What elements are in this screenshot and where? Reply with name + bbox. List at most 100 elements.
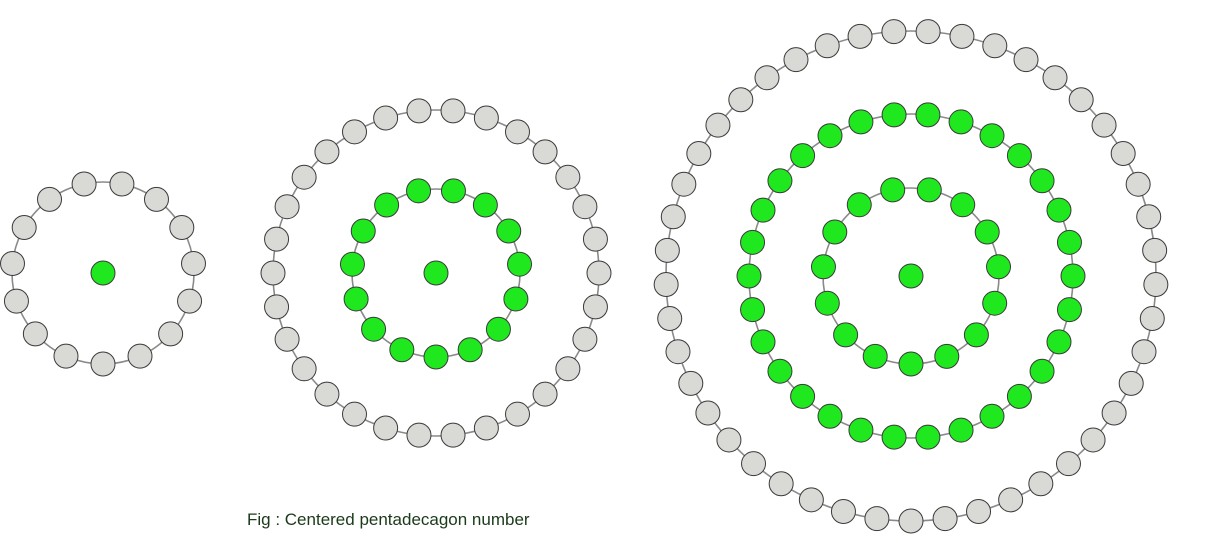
figure-3-ring-3-dot: [1101, 400, 1127, 426]
figure-2-ring-2-dot: [291, 164, 317, 190]
figure-2-ring-2-dot: [440, 98, 466, 124]
figure-3-ring-3-dot: [798, 487, 824, 513]
figure-3-ring-3-dot: [1013, 47, 1039, 73]
figure-2-ring-2-dot: [274, 326, 300, 352]
figure-3-ring-3-dot: [660, 204, 686, 230]
figure-2-ring-2-dot: [532, 381, 558, 407]
figure-3-ring-3-dot: [728, 87, 754, 113]
figure-1-ring-1-dot: [90, 351, 116, 377]
figure-3-ring-2-dot: [948, 417, 974, 443]
figure-2-ring-1-dot: [496, 218, 522, 244]
figure-3-ring-2-dot: [740, 297, 766, 323]
figure-2-ring-2-dot: [342, 119, 367, 145]
figure-3-ring-3-dot: [864, 506, 890, 532]
figure-3-ring-2-dot: [767, 168, 793, 194]
figure-2-ring-2-dot: [260, 260, 286, 286]
figure-3-ring-1-dot: [880, 177, 906, 203]
figure-1-center-dot: [90, 260, 116, 286]
figure-3-ring-3-dot: [671, 171, 697, 197]
figure-2-ring-1-dot: [503, 286, 529, 312]
figure-3-ring-1-dot: [986, 254, 1012, 280]
figure-2-ring-2-dot: [582, 294, 608, 320]
figure-2-ring-1-dot: [472, 192, 498, 218]
figure-1-ring-1-dot: [37, 186, 63, 212]
figure-2-ring-1-dot: [343, 286, 369, 312]
figure-2-ring-2-dot: [555, 164, 581, 190]
figure-3-ring-3-dot: [1136, 204, 1162, 230]
figure-2: [260, 98, 612, 448]
figure-3-ring-1-dot: [846, 192, 872, 218]
figure-1-ring-1-dot: [11, 215, 37, 240]
figure-2-ring-2-dot: [314, 139, 340, 165]
figure-2-ring-2-dot: [264, 226, 290, 252]
figure-3-ring-3-dot: [915, 19, 941, 45]
figure-1: [0, 171, 206, 377]
figure-3-ring-3-dot: [814, 33, 840, 59]
figure-3-ring-1-dot: [822, 219, 848, 245]
figure-2-ring-2-dot: [440, 422, 466, 448]
figure-3-ring-2-dot: [1056, 229, 1082, 255]
figure-3-ring-3-dot: [830, 499, 856, 525]
figure-3-ring-3-dot: [1042, 65, 1068, 91]
figure-3-ring-1-dot: [862, 343, 888, 369]
figure-3-ring-3-dot: [705, 112, 731, 138]
figure-3-ring-3-dot: [1068, 87, 1094, 113]
figure-3-ring-1-dot: [963, 322, 989, 348]
figure-3-ring-3-dot: [998, 487, 1024, 513]
figure-3-ring-3-dot: [932, 506, 958, 532]
figure-3: [653, 19, 1169, 534]
figure-1-ring-1-dot: [177, 288, 203, 314]
figure-3-ring-2-dot: [848, 109, 874, 135]
figure-1-ring-1-dot: [53, 343, 79, 369]
figure-3-ring-3-dot: [1110, 141, 1136, 166]
figure-3-ring-1-dot: [982, 290, 1008, 316]
figure-2-ring-2-dot: [274, 194, 300, 220]
figure-2-ring-1-dot: [350, 218, 376, 244]
figure-3-ring-3-dot: [1131, 339, 1157, 365]
figure-3-ring-3-dot: [686, 141, 712, 166]
figure-2-ring-2-dot: [532, 139, 558, 165]
figure-2-ring-2-dot: [264, 294, 290, 320]
figure-3-ring-3-dot: [1139, 306, 1165, 332]
figure-3-ring-2-dot: [1056, 297, 1082, 323]
figure-2-ring-2-dot: [572, 326, 598, 352]
figure-3-ring-3-dot: [1142, 237, 1168, 263]
figure-3-ring-3-dot: [966, 499, 992, 525]
figure-3-ring-1-dot: [916, 177, 942, 203]
figure-2-ring-1-dot: [361, 316, 387, 342]
figure-3-ring-2-dot: [817, 403, 843, 429]
figure-3-ring-2-dot: [736, 263, 762, 289]
figure-3-ring-3-dot: [653, 272, 679, 298]
figure-3-ring-2-dot: [1029, 358, 1055, 384]
figure-3-ring-2-dot: [948, 109, 974, 135]
figure-1-ring-1-dot: [3, 288, 29, 314]
figure-1-ring-1-dot: [0, 250, 25, 276]
figure-3-ring-1-dot: [833, 322, 859, 348]
figure-3-ring-3-dot: [1055, 451, 1081, 477]
figure-2-ring-2-dot: [406, 422, 432, 448]
figure-3-ring-2-dot: [881, 424, 907, 450]
figure-3-ring-2-dot: [915, 102, 941, 128]
figure-3-ring-1-dot: [934, 343, 960, 369]
figure-2-ring-2-dot: [555, 356, 581, 382]
figure-3-ring-2-dot: [817, 123, 843, 149]
figure-2-ring-2-dot: [473, 105, 499, 131]
figure-1-ring-1-dot: [158, 321, 184, 347]
figure-3-ring-1-dot: [810, 254, 836, 280]
figure-3-ring-2-dot: [881, 102, 907, 128]
figure-3-ring-3-dot: [678, 370, 704, 396]
figure-3-ring-3-dot: [1091, 112, 1117, 138]
figure-2-ring-2-dot: [291, 356, 317, 382]
figure-1-ring-1-dot: [127, 343, 153, 369]
figure-2-ring-1-dot: [485, 316, 511, 342]
figure-3-ring-2-dot: [1046, 197, 1072, 223]
figure-3-ring-2-dot: [979, 123, 1005, 149]
figure-2-ring-1-dot: [507, 251, 533, 277]
figure-3-center-dot: [898, 263, 924, 289]
figure-2-ring-2-dot: [582, 226, 608, 252]
figure-3-ring-3-dot: [654, 237, 680, 263]
figure-3-ring-3-dot: [754, 65, 780, 91]
figure-3-ring-1-dot: [974, 219, 1000, 245]
figure-3-ring-2-dot: [1060, 263, 1086, 289]
figure-3-ring-2-dot: [1046, 329, 1072, 355]
